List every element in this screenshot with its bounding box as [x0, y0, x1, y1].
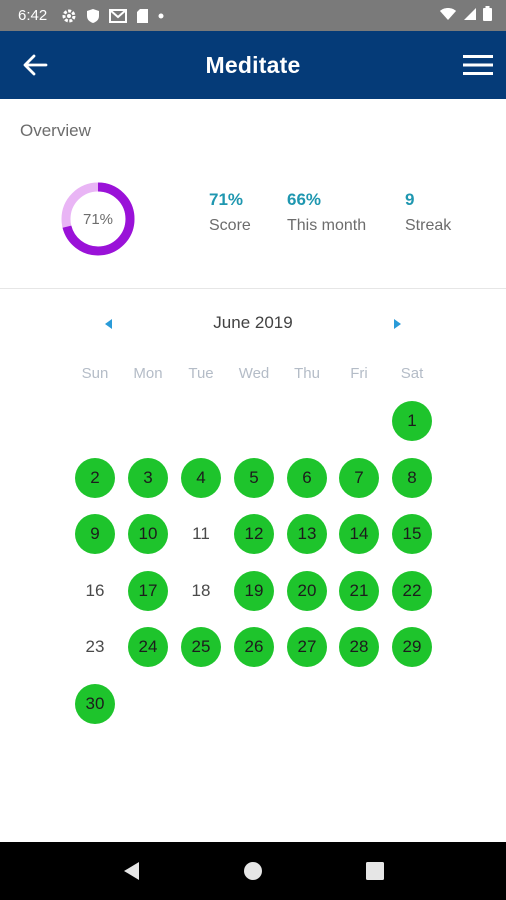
calendar-day-10[interactable]: 10 [128, 514, 168, 555]
calendar-day-29[interactable]: 29 [392, 627, 432, 668]
weekday-fri: Fri [350, 365, 368, 382]
calendar-day-30[interactable]: 30 [75, 684, 115, 724]
calendar-day-17[interactable]: 17 [128, 570, 168, 611]
stat-this-month: 66% This month [287, 190, 366, 235]
stat-score-value: 71% [209, 190, 244, 209]
status-bar: 6:42 [0, 0, 506, 31]
calendar-day-1[interactable]: 1 [392, 401, 432, 441]
calendar-day-21[interactable]: 21 [339, 570, 379, 611]
overview-section: Overview 71% 71% Score 66% This month 9 … [0, 99, 506, 289]
hamburger-menu-icon[interactable] [462, 53, 494, 77]
stat-this-month-value: 66% [287, 190, 322, 209]
calendar-day-24[interactable]: 24 [128, 627, 168, 668]
calendar-day-28[interactable]: 28 [339, 627, 379, 668]
back-triangle-icon[interactable] [117, 857, 145, 885]
weekday-tue: Tue [188, 365, 214, 382]
donut-label: 71% [82, 210, 114, 228]
weekday-sun: Sun [81, 365, 109, 382]
calendar: June 2019 Sun Mon Tue Wed Thu Fri Sat 1 2 3 4 5 6 7 8 9… [0, 289, 506, 841]
calendar-day-20[interactable]: 20 [287, 570, 327, 611]
weekday-sat: Sat [400, 365, 424, 382]
calendar-day-9[interactable]: 9 [75, 514, 115, 555]
weekday-thu: Thu [294, 365, 320, 382]
stat-streak-value: 9 [405, 190, 415, 209]
overview-title: Overview [20, 121, 91, 140]
battery-icon [483, 6, 492, 25]
calendar-day-25[interactable]: 25 [181, 627, 221, 668]
stat-this-month-label: This month [287, 217, 367, 234]
arrow-left-icon[interactable] [22, 53, 48, 77]
recents-square-icon[interactable] [361, 857, 389, 885]
caret-left-icon[interactable] [100, 316, 116, 332]
calendar-day-2[interactable]: 2 [75, 457, 115, 498]
shield-icon [86, 8, 100, 24]
stat-score-label: Score [209, 217, 251, 234]
stat-streak: 9 Streak [405, 190, 451, 235]
calendar-day-12[interactable]: 12 [234, 514, 274, 555]
month-label: June 2019 [213, 313, 293, 332]
sd-card-icon [136, 8, 149, 24]
calendar-day-16[interactable]: 16 [85, 580, 105, 600]
calendar-day-22[interactable]: 22 [392, 570, 432, 611]
calendar-day-27[interactable]: 27 [287, 627, 327, 668]
app-bar: Meditate [0, 31, 506, 99]
gmail-icon [109, 8, 128, 23]
calendar-day-5[interactable]: 5 [234, 457, 274, 498]
stat-streak-label: Streak [405, 217, 452, 234]
system-nav-bar [0, 842, 506, 900]
weekday-wed: Wed [238, 365, 270, 382]
calendar-day-13[interactable]: 13 [287, 514, 327, 555]
dot-icon [158, 13, 164, 19]
calendar-day-8[interactable]: 8 [392, 457, 432, 498]
calendar-day-3[interactable]: 3 [128, 457, 168, 498]
gear-icon [61, 8, 77, 24]
calendar-day-11[interactable]: 11 [192, 524, 210, 544]
calendar-day-19[interactable]: 19 [234, 570, 274, 611]
calendar-day-15[interactable]: 15 [392, 514, 432, 555]
calendar-day-6[interactable]: 6 [287, 457, 327, 498]
status-time: 6:42 [18, 7, 48, 24]
calendar-day-4[interactable]: 4 [181, 457, 221, 498]
status-right [439, 6, 492, 25]
calendar-day-14[interactable]: 14 [339, 514, 379, 555]
home-circle-icon[interactable] [239, 857, 267, 885]
calendar-day-26[interactable]: 26 [234, 627, 274, 668]
calendar-day-7[interactable]: 7 [339, 457, 379, 498]
page-title: Meditate [205, 51, 301, 78]
signal-icon [463, 7, 477, 25]
stat-score: 71% Score [209, 190, 251, 235]
score-donut-chart [61, 182, 135, 256]
calendar-day-23[interactable]: 23 [85, 637, 105, 657]
wifi-icon [439, 7, 457, 25]
caret-right-icon[interactable] [390, 316, 406, 332]
donut-arc [61, 182, 135, 256]
calendar-day-18[interactable]: 18 [191, 580, 211, 600]
weekday-mon: Mon [133, 365, 163, 382]
